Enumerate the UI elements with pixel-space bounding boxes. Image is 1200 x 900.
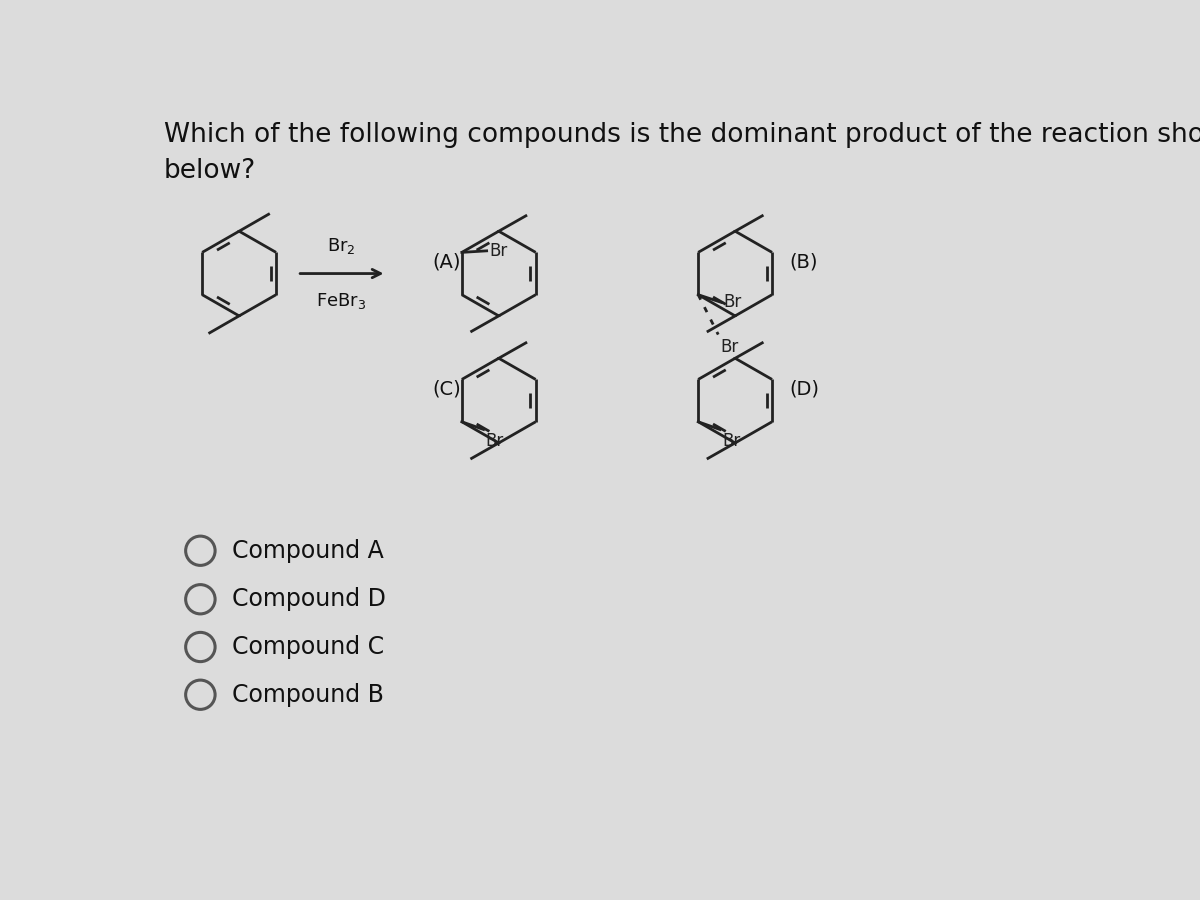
Text: Br: Br — [724, 293, 742, 311]
Text: Compound B: Compound B — [232, 683, 384, 706]
Text: Br: Br — [722, 432, 740, 450]
Text: Br$_2$: Br$_2$ — [328, 236, 355, 256]
Text: below?: below? — [164, 158, 257, 184]
Text: (D): (D) — [790, 380, 820, 399]
Text: Compound D: Compound D — [232, 588, 386, 611]
Text: Compound C: Compound C — [232, 635, 384, 659]
Text: FeBr$_3$: FeBr$_3$ — [317, 292, 366, 311]
Text: (C): (C) — [433, 380, 462, 399]
Text: Compound A: Compound A — [232, 539, 384, 562]
Text: Which of the following compounds is the dominant product of the reaction shown: Which of the following compounds is the … — [164, 122, 1200, 148]
Text: Br: Br — [488, 242, 508, 260]
Text: (A): (A) — [433, 253, 461, 272]
Text: Br: Br — [720, 338, 739, 356]
Text: (B): (B) — [790, 253, 818, 272]
Text: Br: Br — [486, 432, 504, 450]
